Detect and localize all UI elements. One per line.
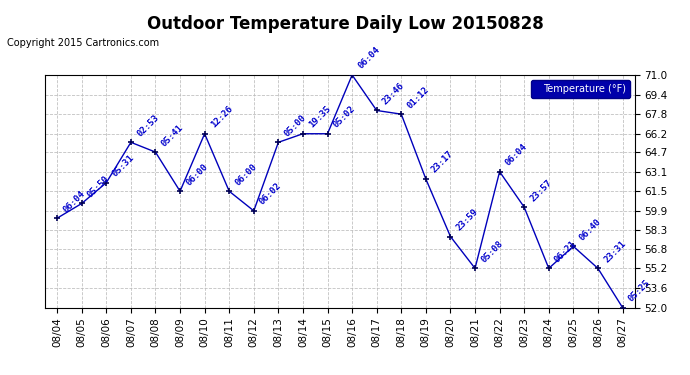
Text: 05:31: 05:31 bbox=[110, 153, 136, 178]
Text: 23:31: 23:31 bbox=[602, 239, 627, 264]
Text: 23:59: 23:59 bbox=[455, 207, 480, 232]
Text: 06:00: 06:00 bbox=[233, 162, 259, 187]
Text: 06:21: 06:21 bbox=[553, 239, 578, 264]
Text: 12:26: 12:26 bbox=[209, 104, 234, 130]
Text: 06:04: 06:04 bbox=[504, 142, 529, 168]
Text: 06:02: 06:02 bbox=[258, 181, 284, 207]
Text: 05:08: 05:08 bbox=[479, 239, 504, 264]
Text: 05:41: 05:41 bbox=[159, 123, 185, 148]
Text: 02:53: 02:53 bbox=[135, 113, 160, 138]
Legend: Temperature (°F): Temperature (°F) bbox=[531, 80, 630, 98]
Text: 19:35: 19:35 bbox=[307, 104, 333, 130]
Text: 06:04: 06:04 bbox=[356, 45, 382, 71]
Text: 23:57: 23:57 bbox=[529, 178, 553, 203]
Text: 06:40: 06:40 bbox=[578, 217, 603, 242]
Text: 05:50: 05:50 bbox=[86, 174, 111, 200]
Text: Outdoor Temperature Daily Low 20150828: Outdoor Temperature Daily Low 20150828 bbox=[146, 15, 544, 33]
Text: 23:17: 23:17 bbox=[430, 150, 455, 175]
Text: 05:25: 05:25 bbox=[627, 278, 652, 303]
Text: 05:02: 05:02 bbox=[332, 104, 357, 130]
Text: 06:00: 06:00 bbox=[184, 162, 210, 187]
Text: 01:12: 01:12 bbox=[406, 85, 431, 110]
Text: Copyright 2015 Cartronics.com: Copyright 2015 Cartronics.com bbox=[7, 38, 159, 48]
Text: 06:04: 06:04 bbox=[61, 189, 87, 214]
Text: 23:46: 23:46 bbox=[381, 81, 406, 106]
Text: 05:00: 05:00 bbox=[282, 113, 308, 138]
